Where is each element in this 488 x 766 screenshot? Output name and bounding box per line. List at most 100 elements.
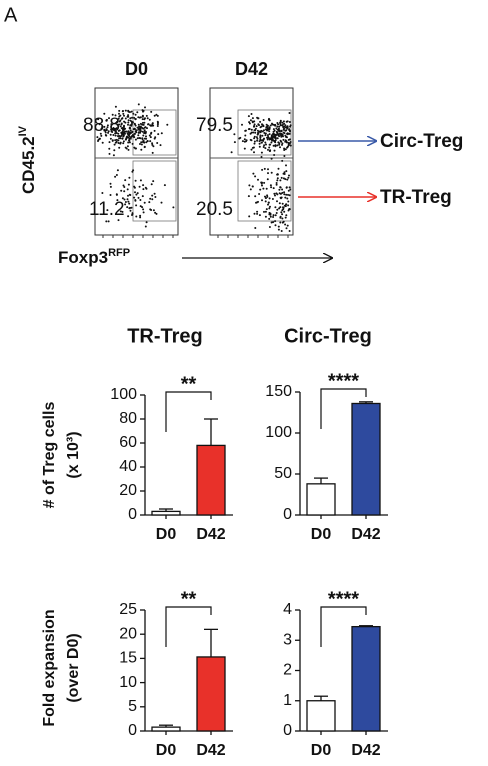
event-dot — [141, 195, 144, 198]
y-tick-label: 2 — [283, 662, 292, 679]
event-dot — [275, 182, 278, 184]
event-dot — [258, 193, 261, 195]
event-dot — [274, 145, 277, 148]
event-dot — [270, 134, 273, 137]
event-dot — [282, 138, 285, 141]
event-dot — [269, 124, 272, 127]
significance-bracket — [320, 606, 367, 647]
event-dot — [126, 115, 129, 118]
event-dot — [281, 213, 284, 216]
event-dot — [262, 187, 265, 190]
event-dot — [145, 114, 148, 117]
event-dot — [253, 140, 256, 143]
event-dot — [136, 111, 139, 114]
event-dot — [287, 204, 290, 207]
event-dot — [274, 206, 277, 209]
event-dot — [281, 217, 284, 220]
event-dot — [285, 203, 288, 206]
flow-y-label-main: CD45.2 — [19, 136, 38, 194]
event-dot — [258, 214, 261, 217]
event-dot — [131, 212, 134, 215]
event-dot — [248, 215, 251, 218]
event-dot — [256, 212, 259, 215]
event-dot — [284, 196, 287, 199]
event-dot — [285, 227, 288, 230]
event-dot — [120, 117, 123, 120]
event-dot — [282, 131, 285, 134]
event-dot — [270, 171, 273, 174]
event-dot — [264, 141, 267, 144]
x-tick-label: D42 — [351, 742, 380, 759]
event-dot — [163, 184, 166, 187]
event-dot — [127, 134, 130, 137]
y-tick-label: 20 — [119, 482, 137, 499]
event-dot — [109, 133, 112, 136]
event-dot — [285, 129, 288, 132]
column-title: Circ-Treg — [284, 325, 372, 347]
event-dot — [285, 193, 288, 196]
event-dot — [117, 219, 120, 222]
event-dot — [119, 210, 122, 213]
event-dot — [142, 188, 145, 191]
event-dot — [248, 121, 251, 124]
significance-label: **** — [328, 588, 359, 610]
event-dot — [286, 224, 289, 227]
event-dot — [272, 221, 275, 224]
event-dot — [276, 137, 279, 140]
event-dot — [128, 139, 131, 142]
event-dot — [262, 138, 265, 141]
event-dot — [114, 132, 117, 135]
event-dot — [281, 188, 284, 191]
event-dot — [132, 169, 135, 172]
event-dot — [113, 149, 116, 152]
event-dot — [129, 136, 132, 139]
event-dot — [265, 208, 268, 211]
event-dot — [279, 186, 282, 189]
event-dot — [109, 182, 112, 185]
event-dot — [270, 186, 273, 189]
event-dot — [119, 137, 122, 140]
event-dot — [278, 192, 281, 195]
event-dot — [144, 225, 147, 228]
event-dot — [156, 125, 159, 127]
event-dot — [119, 125, 122, 128]
event-dot — [124, 146, 127, 149]
event-dot — [136, 126, 139, 129]
event-dot — [278, 143, 281, 146]
event-dot — [283, 210, 286, 213]
event-dot — [254, 175, 257, 178]
event-dot — [271, 198, 274, 200]
event-dot — [137, 103, 140, 106]
event-dot — [244, 134, 247, 137]
event-dot — [166, 123, 169, 126]
event-dot — [288, 174, 290, 177]
event-dot — [280, 230, 283, 232]
event-dot — [106, 209, 109, 212]
event-dot — [138, 116, 141, 119]
event-dot — [104, 131, 107, 134]
event-dot — [254, 227, 257, 229]
event-dot — [289, 124, 292, 127]
event-dot — [265, 126, 268, 129]
event-dot — [280, 211, 283, 214]
event-dot — [105, 128, 108, 131]
event-dot — [274, 124, 277, 127]
event-dot — [263, 181, 266, 184]
event-dot — [268, 133, 271, 136]
event-dot — [124, 109, 127, 112]
event-dot — [149, 124, 152, 127]
event-dot — [251, 117, 254, 120]
event-dot — [118, 112, 120, 115]
event-dot — [279, 119, 282, 122]
bar — [151, 726, 181, 732]
bar — [306, 483, 336, 516]
event-dot — [267, 168, 269, 171]
event-dot — [141, 130, 144, 133]
event-dot — [266, 129, 268, 132]
event-dot — [146, 140, 149, 142]
event-dot — [283, 204, 286, 207]
event-dot — [121, 137, 124, 140]
flow-plot-title: D0 — [125, 59, 148, 79]
event-dot — [264, 195, 266, 198]
event-dot — [118, 146, 121, 149]
